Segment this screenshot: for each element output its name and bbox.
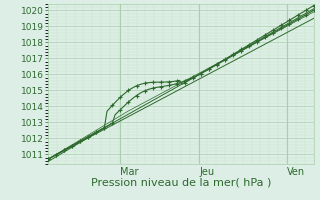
Text: Ven: Ven — [287, 167, 305, 177]
Text: Mar: Mar — [120, 167, 138, 177]
Text: Pression niveau de la mer( hPa ): Pression niveau de la mer( hPa ) — [91, 178, 271, 188]
Text: Jeu: Jeu — [199, 167, 214, 177]
